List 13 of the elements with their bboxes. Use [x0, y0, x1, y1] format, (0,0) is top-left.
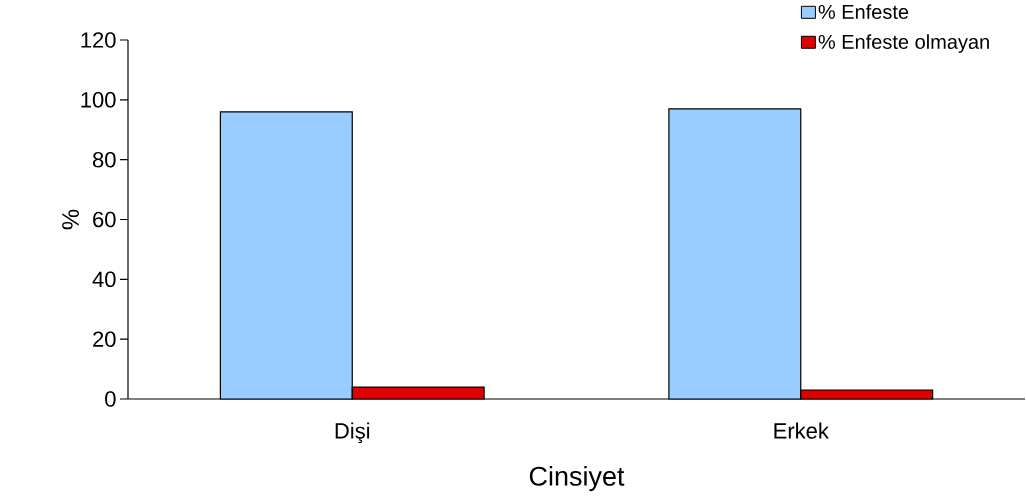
x-tick-label: Dişi	[335, 422, 370, 444]
y-tick-label: 100	[81, 92, 116, 108]
y-tick-label: 0	[105, 391, 116, 407]
y-axis-title: %	[62, 209, 79, 230]
x-tick-label: Erkek	[774, 422, 829, 439]
y-tick-label: 120	[81, 32, 116, 48]
y-tick-label: 80	[92, 151, 116, 168]
x-axis-title: Cinsiyet	[529, 465, 625, 492]
y-tick-label: 20	[93, 331, 116, 347]
y-tick-label: 40	[92, 271, 116, 288]
legend-label: % Enfeste olmayan	[818, 34, 989, 53]
legend-label: % Enfeste	[818, 4, 909, 20]
y-tick-label: 60	[93, 211, 116, 228]
